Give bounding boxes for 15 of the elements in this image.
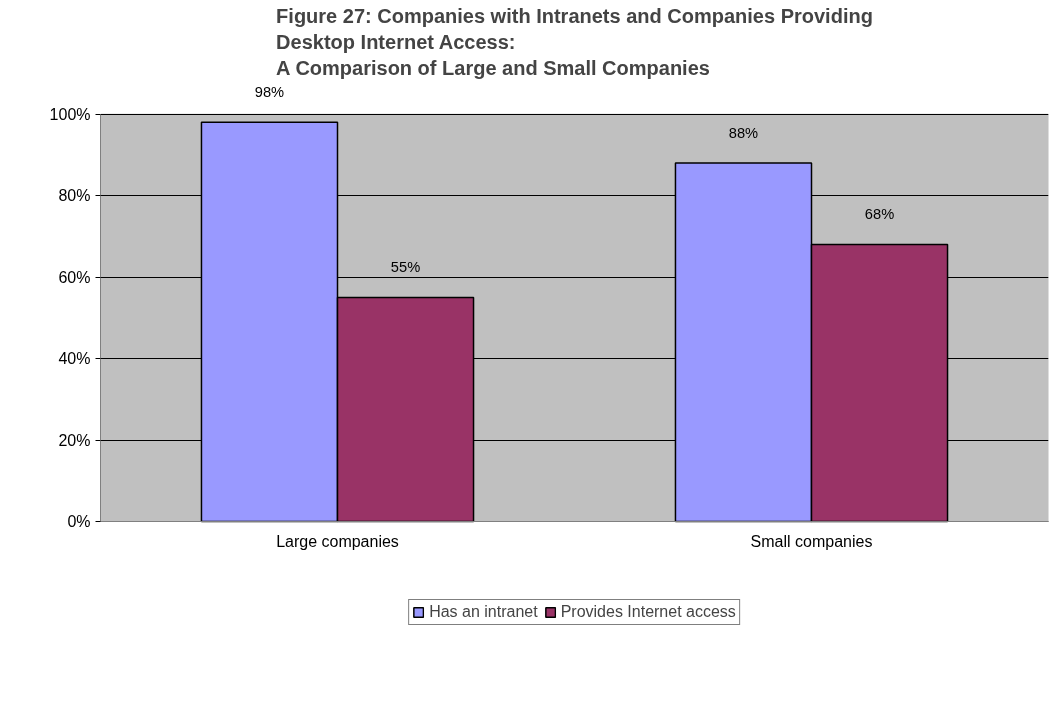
y-tick-label: 40%: [58, 350, 91, 368]
legend-label: Provides Internet access: [560, 603, 736, 621]
data-label: 68%: [864, 206, 895, 223]
legend-label: Has an intranet: [429, 603, 538, 621]
data-label: 98%: [254, 84, 285, 101]
x-tick-label: Large companies: [276, 532, 399, 550]
y-tick-label: 100%: [49, 105, 91, 123]
y-tick-label: 60%: [58, 268, 91, 286]
y-tick-label: 20%: [58, 431, 91, 449]
y-tick-label: 80%: [58, 187, 91, 205]
x-tick-label: Small companies: [750, 532, 873, 550]
data-label: 88%: [728, 124, 759, 141]
chart-title: Figure 27: Companies with Intranets and Companies Providing Desktop Internet Access: A Comparison of Large and Small Companies: [276, 4, 873, 80]
data-label: 55%: [390, 259, 421, 276]
y-tick-label: 0%: [67, 513, 91, 530]
